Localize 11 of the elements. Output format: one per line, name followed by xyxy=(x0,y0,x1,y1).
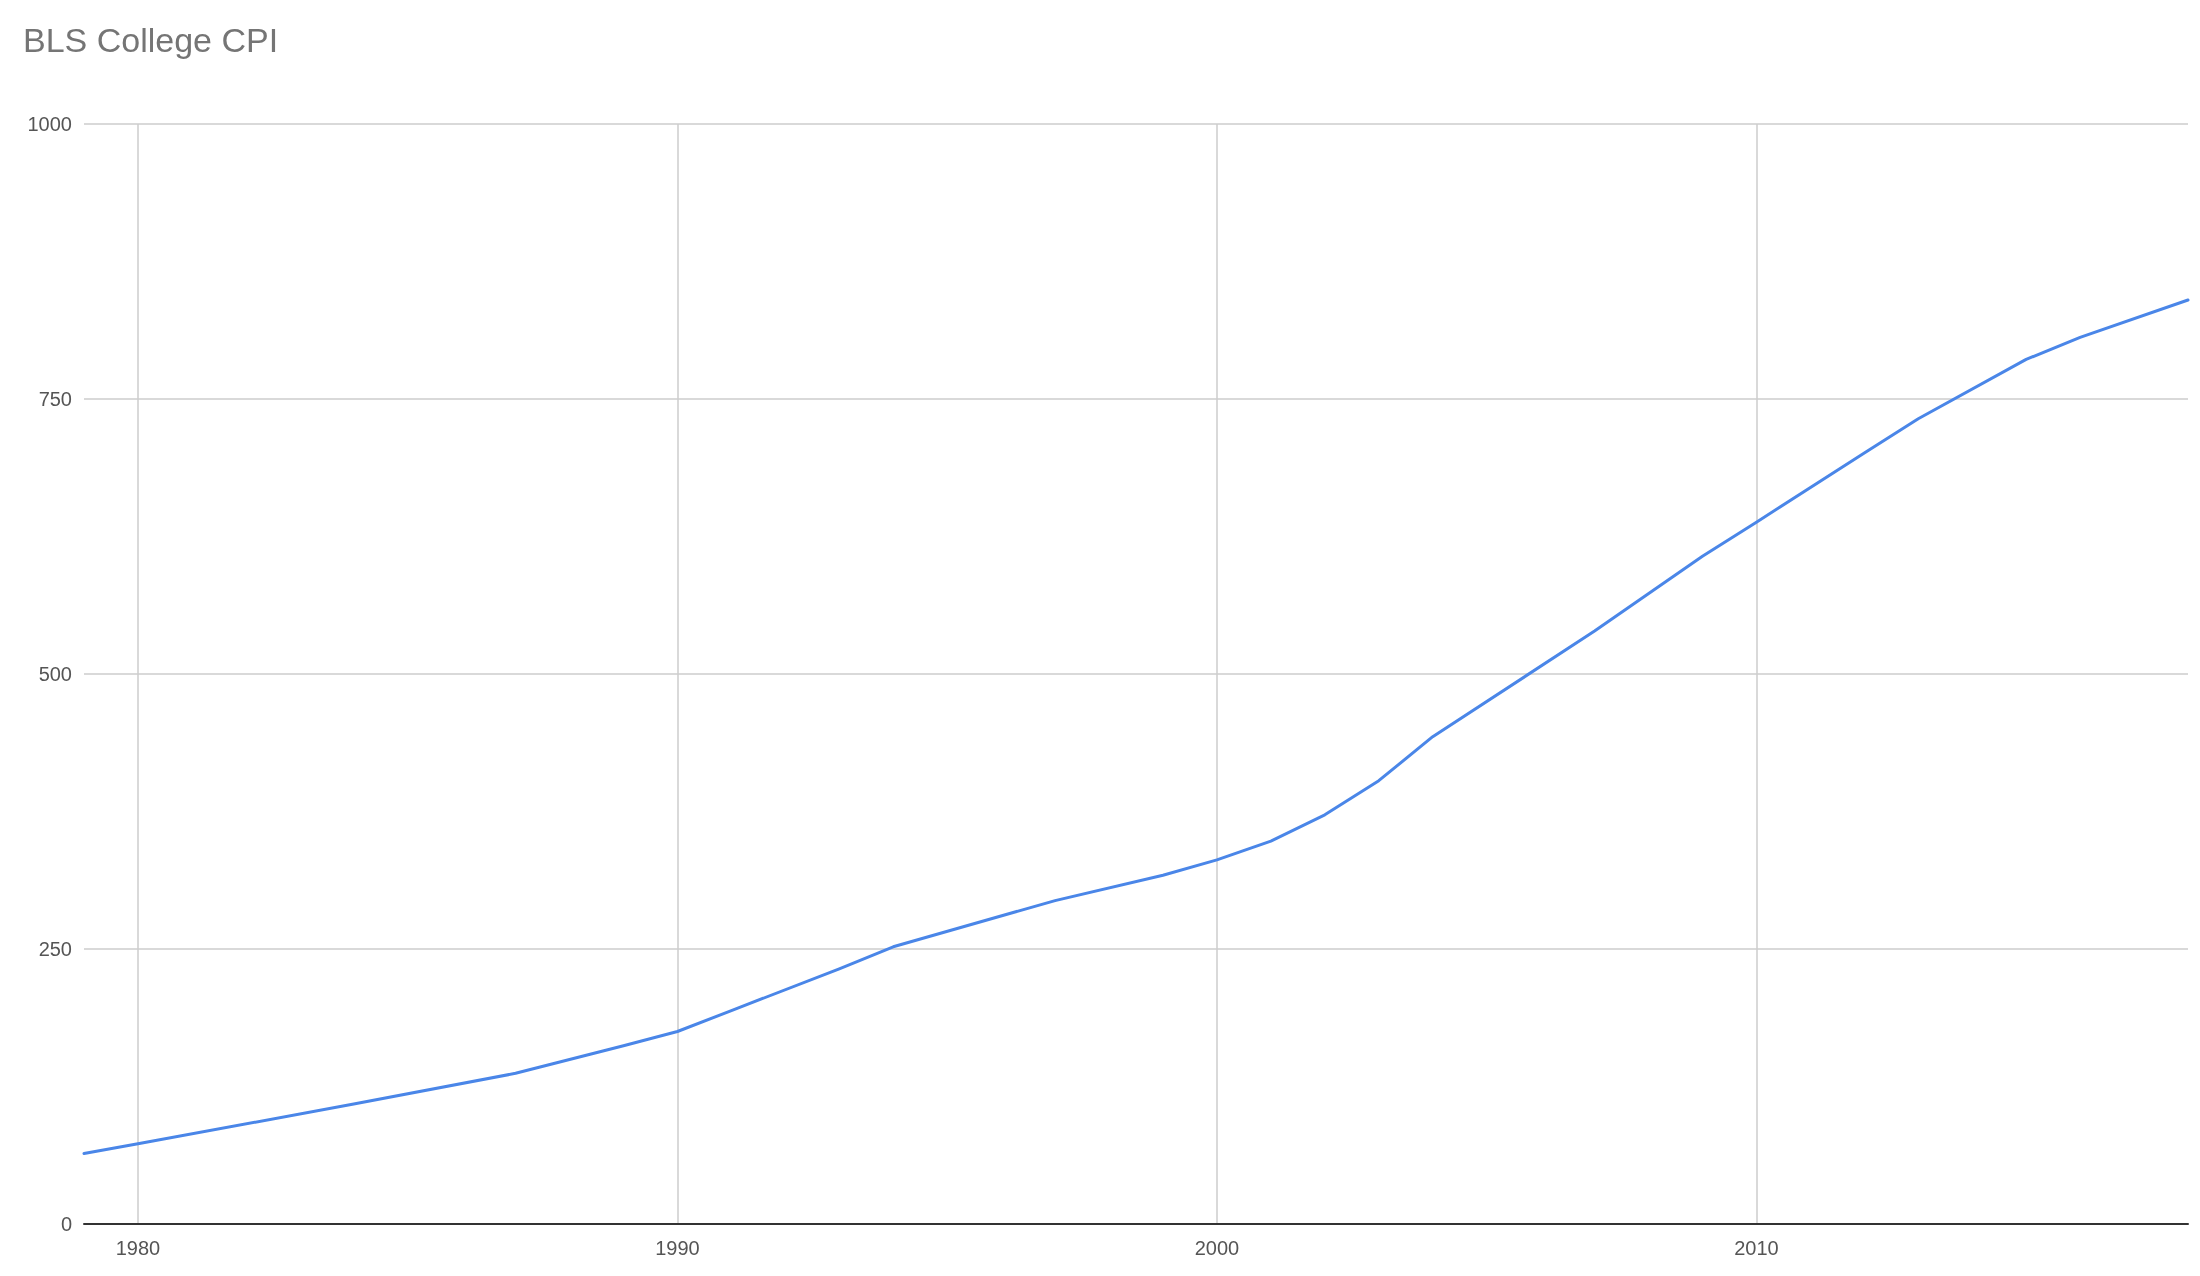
x-tick-label: 2010 xyxy=(1734,1237,1779,1259)
y-tick-label: 500 xyxy=(38,663,72,685)
x-tick-label: 2000 xyxy=(1194,1237,1240,1259)
x-tick-label: 1980 xyxy=(115,1237,161,1259)
y-tick-label: 0 xyxy=(60,1213,72,1235)
y-tick-label: 750 xyxy=(38,388,72,410)
line-series xyxy=(82,298,2190,1156)
y-tick-label: 250 xyxy=(38,938,72,960)
x-tick-label: 1990 xyxy=(655,1237,700,1259)
y-tick-label: 1000 xyxy=(27,113,72,135)
chart-title: BLS College CPI xyxy=(23,21,279,59)
